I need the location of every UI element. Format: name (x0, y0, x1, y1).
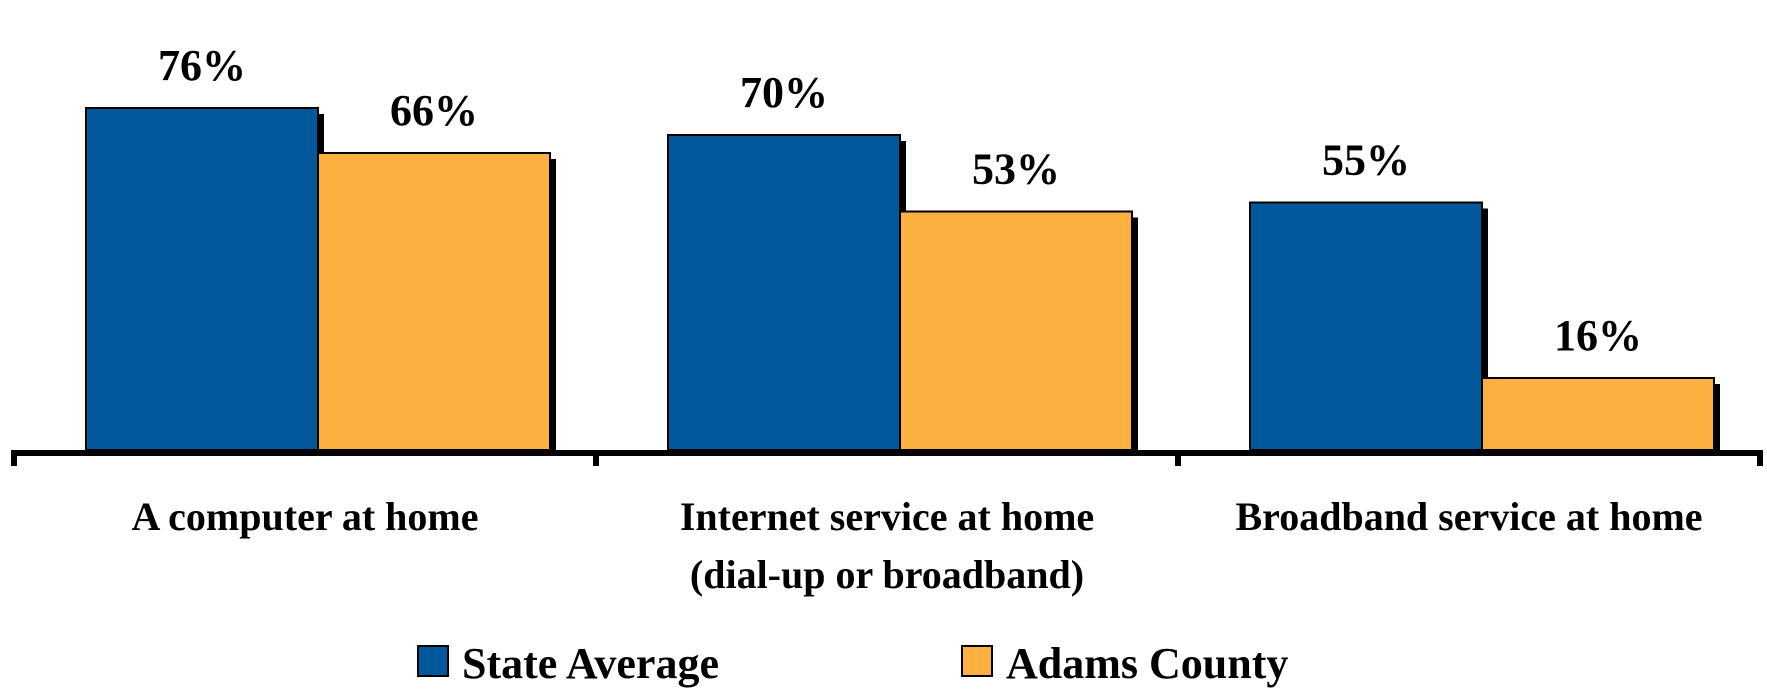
bar-value-label: 53% (972, 145, 1060, 194)
bar-adams-county-1 (900, 212, 1132, 451)
bar-value-label: 16% (1554, 311, 1642, 360)
bar-state-average-1 (668, 135, 900, 450)
bar-value-label: 55% (1322, 136, 1410, 185)
legend: State Average Adams County (418, 639, 1288, 688)
legend-swatch (962, 646, 992, 676)
category-label: A computer at home (132, 494, 479, 539)
category-label: Internet service at home (680, 494, 1094, 539)
bar-adams-county-0 (318, 153, 550, 450)
bar-value-label: 76% (158, 41, 246, 90)
category-label: Broadband service at home (1235, 494, 1702, 539)
bar-value-label: 70% (740, 68, 828, 117)
category-label: (dial-up or broadband) (690, 552, 1084, 597)
bar-value-label: 66% (390, 86, 478, 135)
bar-state-average-0 (86, 108, 318, 450)
bars-group (86, 108, 1720, 450)
category-labels-group: A computer at home Internet service at ho… (132, 494, 1703, 597)
bar-state-average-2 (1250, 203, 1482, 451)
x-axis (14, 450, 1760, 466)
legend-label: State Average (462, 639, 719, 688)
legend-swatch (418, 646, 448, 676)
legend-label: Adams County (1006, 639, 1288, 688)
bar-adams-county-2 (1482, 378, 1714, 450)
